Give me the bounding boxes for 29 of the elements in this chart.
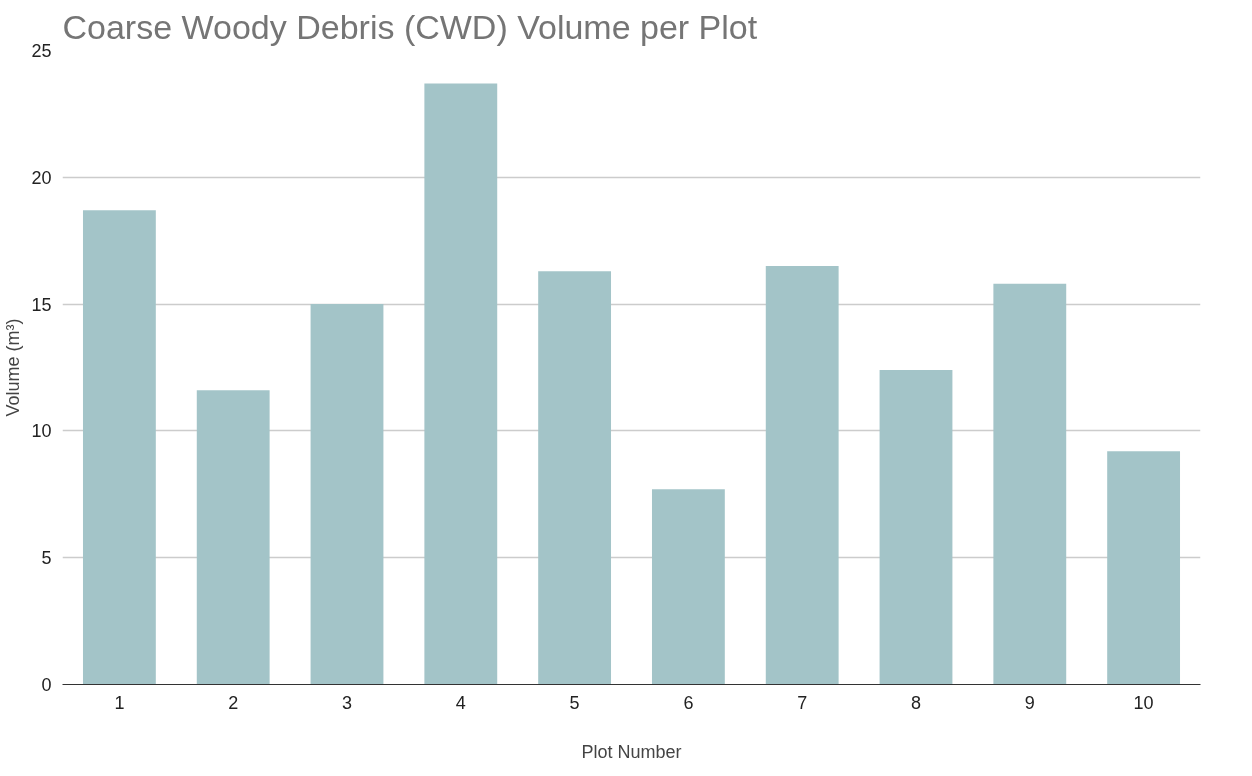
bar bbox=[196, 390, 270, 685]
bar bbox=[879, 370, 953, 685]
y-tick-label: 10 bbox=[31, 421, 52, 442]
y-axis-title: Volume (m³) bbox=[3, 318, 24, 417]
chart-title: Coarse Woody Debris (CWD) Volume per Plot bbox=[62, 7, 758, 46]
x-tick-label: 5 bbox=[569, 692, 580, 713]
x-tick-label: 2 bbox=[228, 692, 239, 713]
x-tick-label: 3 bbox=[341, 692, 353, 713]
bar bbox=[993, 283, 1067, 685]
x-tick-label: 10 bbox=[1133, 692, 1154, 713]
y-tick-label: 15 bbox=[31, 294, 52, 315]
bar bbox=[82, 210, 156, 685]
x-tick-label: 7 bbox=[797, 692, 808, 713]
x-tick-label: 9 bbox=[1024, 692, 1035, 713]
bar bbox=[765, 266, 839, 685]
bar bbox=[310, 304, 384, 685]
y-tick-label: 25 bbox=[31, 41, 52, 61]
x-tick-label: 6 bbox=[683, 692, 694, 713]
bar bbox=[1107, 451, 1181, 685]
x-tick-label: 4 bbox=[455, 692, 466, 713]
bar bbox=[651, 489, 725, 685]
x-tick-label: 1 bbox=[114, 692, 125, 713]
y-tick-label: 20 bbox=[31, 167, 52, 188]
bar bbox=[538, 271, 612, 685]
y-tick-label: 5 bbox=[41, 548, 52, 569]
bar bbox=[424, 83, 498, 685]
y-tick-label: 0 bbox=[41, 675, 52, 695]
x-axis-title: Plot Number bbox=[581, 741, 682, 762]
x-tick-label: 8 bbox=[910, 692, 922, 713]
